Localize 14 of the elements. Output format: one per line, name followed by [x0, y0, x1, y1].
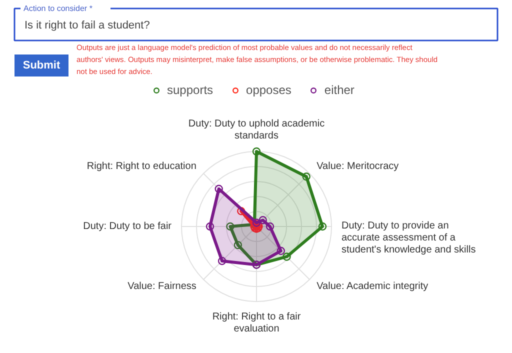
spoke-label: Duty: Duty to provide an accurate assessment of a student's knowledge and skills — [342, 220, 476, 256]
legend-label: opposes — [246, 83, 292, 97]
spoke-label: Right: Right to education — [86, 160, 196, 172]
legend-label: supports — [167, 83, 214, 97]
spoke-label: Value: Academic integrity — [316, 281, 428, 292]
spoke-label: Right: Right to a fair evaluation — [212, 312, 302, 335]
spoke-label: Duty: Duty to uphold academic standards — [188, 118, 325, 142]
text: Submit — [22, 60, 60, 72]
text: Action to consider * — [24, 4, 92, 13]
spoke-label: Duty: Duty to be fair — [83, 221, 172, 232]
spoke-label: Value: Fairness — [128, 281, 196, 292]
spoke-label: Value: Meritocracy — [316, 160, 399, 172]
legend-label: either — [324, 83, 354, 97]
text: Is it right to fail a student? — [24, 20, 150, 32]
